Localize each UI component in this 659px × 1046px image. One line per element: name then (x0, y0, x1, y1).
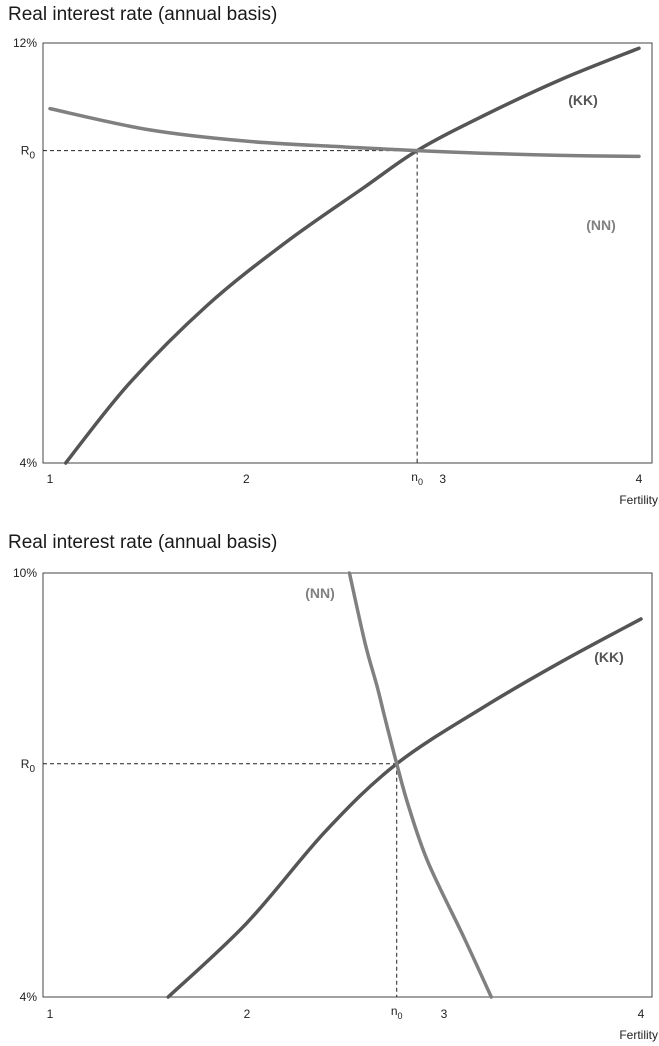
chart-title: Real interest rate (annual basis) (8, 532, 278, 553)
x-tick-label: 4 (636, 472, 643, 486)
series-label-nn: (NN) (305, 585, 335, 601)
reference-y-label: R0 (21, 757, 36, 775)
reference-x-label: n0 (411, 470, 423, 487)
chart-bottom-plot: 10% 4% 1 2 3 4 Fertility R0 n0 (KK) (NN) (13, 566, 658, 1042)
plot-frame (42, 572, 653, 998)
x-axis-label: Fertility (619, 1028, 658, 1042)
series-line-nn (48, 106, 641, 159)
chart-top-plot: 12% 4% 1 2 3 4 Fertility R0 n0 (KK) (NN) (13, 36, 658, 507)
chart-top: Real interest rate (annual basis) 12% 4% 1… (0, 0, 659, 515)
series-label-nn: (NN) (586, 217, 616, 233)
x-tick-label: 2 (244, 1007, 251, 1021)
chart-title: Real interest rate (annual basis) (8, 4, 278, 25)
reference-y-label: R0 (21, 144, 36, 162)
plot-frame (42, 42, 653, 464)
x-tick-label: 1 (47, 1007, 54, 1021)
x-tick-label: 4 (638, 1007, 645, 1021)
series-line-kk (63, 46, 641, 465)
y-tick-label: 10% (13, 566, 37, 580)
x-tick-label: 2 (243, 472, 250, 486)
x-tick-label: 1 (47, 472, 54, 486)
x-tick-label: 3 (441, 1007, 448, 1021)
series-line-nn (347, 571, 494, 999)
x-tick-label: 3 (439, 472, 446, 486)
series-label-kk: (KK) (594, 649, 624, 665)
x-axis-label: Fertility (619, 493, 658, 507)
reference-x-label: n0 (391, 1004, 403, 1021)
series-label-kk: (KK) (568, 92, 598, 108)
y-tick-label: 4% (20, 456, 38, 470)
y-tick-label: 4% (20, 990, 38, 1004)
series-line-kk (166, 617, 643, 999)
y-tick-label: 12% (13, 36, 37, 50)
chart-bottom: Real interest rate (annual basis) 10% 4% 1… (0, 528, 659, 1046)
